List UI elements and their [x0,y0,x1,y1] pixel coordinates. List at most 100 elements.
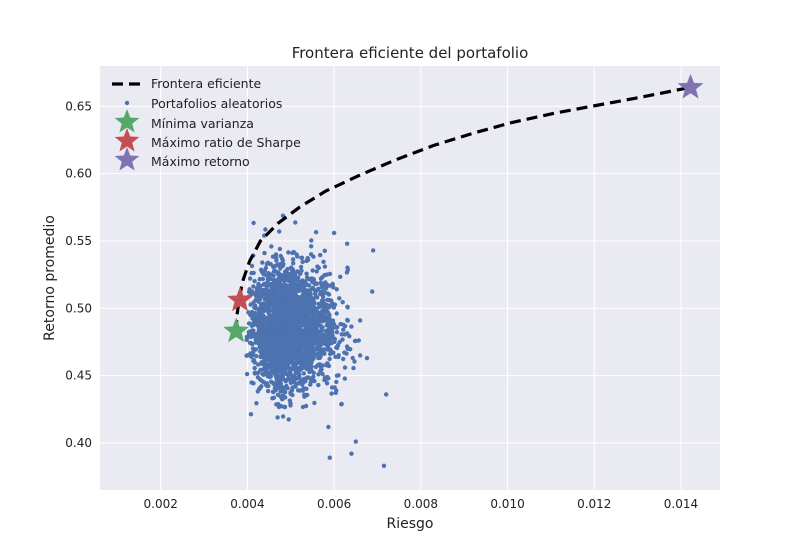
random-portfolio-point [327,455,332,460]
random-portfolio-point [300,404,306,410]
random-portfolio-point [344,241,350,246]
random-portfolio-point [290,267,295,272]
random-portfolio-point [277,286,282,291]
random-portfolio-point [297,326,302,332]
random-portfolio-point [282,300,287,306]
random-portfolio-point [344,344,350,349]
random-portfolio-point [295,269,300,274]
random-portfolio-point [295,254,300,259]
random-portfolio-point [302,394,307,399]
random-portfolio-point [302,362,307,367]
random-portfolio-point [278,253,283,259]
random-portfolio-point [314,331,319,336]
random-portfolio-point [323,328,329,334]
random-portfolio-point [301,365,306,370]
random-portfolio-point [277,272,282,277]
random-portfolio-point [291,351,297,356]
random-portfolio-point [300,345,306,350]
random-portfolio-point [253,298,258,303]
random-portfolio-point [334,325,340,330]
random-portfolio-point [308,363,313,368]
random-portfolio-point [266,290,271,295]
random-portfolio-point [286,336,291,341]
random-portfolio-point [244,371,250,377]
random-portfolio-point [256,362,261,367]
random-portfolio-point [295,296,301,301]
frontier-line [234,85,691,332]
random-portfolio-point [249,380,254,385]
random-portfolio-point [247,276,253,281]
random-portfolio-point [301,371,306,376]
random-portfolio-point [322,313,327,319]
min-variance-star [223,317,250,343]
special-portfolios [223,73,704,343]
random-portfolio-point [251,270,256,276]
random-portfolio-point [314,306,319,311]
random-portfolio-point [290,327,295,332]
random-portfolio-point [260,276,266,282]
chart-title: Frontera eficiente del portafolio [292,44,529,62]
random-portfolio-point [247,287,252,292]
random-portfolio-point [283,293,289,298]
random-portfolio-point [251,220,256,226]
random-portfolio-point [326,335,332,340]
random-portfolio-point [345,318,350,323]
random-portfolio-point [286,283,291,289]
random-portfolio-point [262,287,268,292]
random-portfolio-point [252,311,258,316]
random-portfolio-point [277,229,282,234]
random-portfolio-point [370,289,375,294]
random-portfolio-point [293,310,298,316]
random-portfolio-point [288,288,293,293]
random-portfolio-point [338,274,343,279]
random-portfolio-point [274,258,279,263]
random-portfolio-point [330,350,335,356]
random-portfolio-point [316,382,321,388]
random-portfolio-point [270,396,275,401]
random-portfolio-point [322,248,327,253]
random-portfolio-point [349,324,354,329]
random-portfolio-point [275,328,280,333]
random-portfolio-point [334,311,339,316]
y-tick-label: 0.45 [65,369,92,383]
random-portfolio-point [279,375,285,380]
random-portfolio-point [320,289,326,294]
random-portfolio-point [261,367,266,372]
random-portfolio-point [266,352,271,357]
random-portfolio-point [341,356,346,362]
random-portfolio-point [285,304,290,309]
random-portfolio-point [256,340,261,346]
random-portfolio-point [315,363,320,368]
random-portfolio-point [261,336,267,342]
random-portfolio-point [321,259,326,264]
random-portfolio-point [291,317,296,322]
random-portfolio-point [263,227,268,232]
random-portfolio-point [288,368,293,374]
legend-star-marker [114,147,140,171]
random-portfolio-point [326,424,331,430]
random-portfolio-point [279,289,285,294]
random-portfolio-point [315,340,320,346]
random-portfolio-point [290,295,296,301]
legend-random-marker [124,100,130,106]
random-portfolio-point [350,355,355,361]
random-portfolio-point [325,347,331,352]
random-portfolio-point [383,392,389,397]
random-portfolio-point [259,287,264,292]
random-portfolio-point [286,348,291,354]
legend-star-marker [114,109,140,133]
random-portfolio-point [301,332,306,338]
random-portfolio-point [254,322,259,327]
random-portfolio-point [253,318,258,323]
random-portfolio-point [283,269,289,274]
random-portfolio-point [275,354,280,359]
efficient-frontier [234,85,691,332]
legend-label: Frontera eficiente [151,76,262,91]
x-tick-label: 0.012 [577,497,611,511]
random-portfolio-point [319,349,324,354]
random-portfolio-point [318,252,323,258]
random-portfolio-point [305,342,310,348]
random-portfolio-point [325,310,331,315]
random-portfolio-point [309,307,315,312]
random-portfolio-point [282,389,288,395]
